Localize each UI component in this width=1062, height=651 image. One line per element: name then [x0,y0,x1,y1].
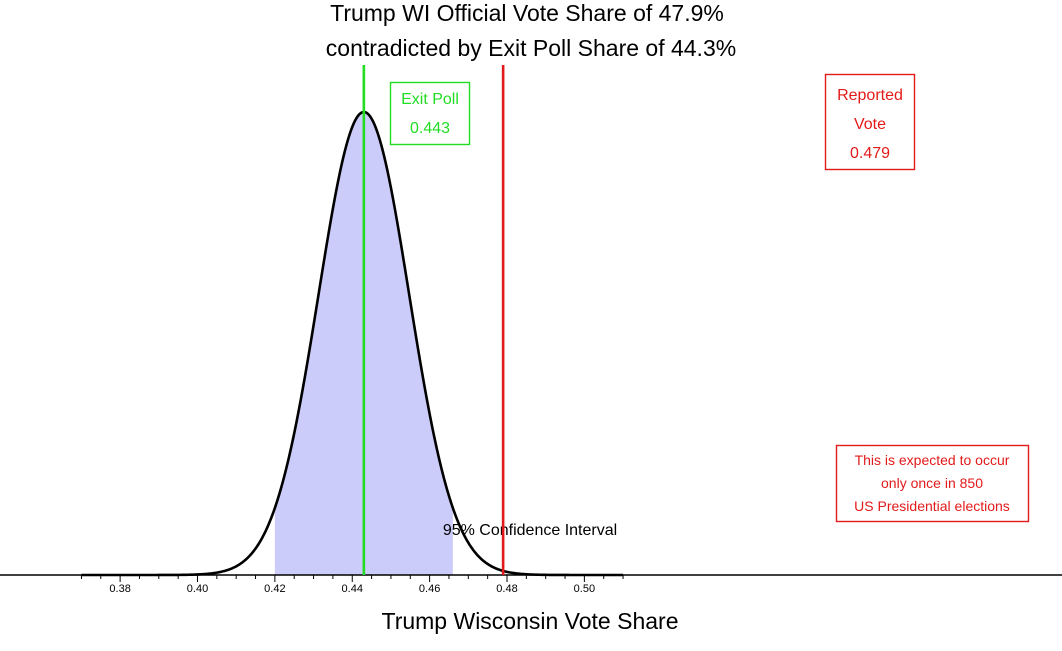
x-tick-label: 0.50 [574,583,595,595]
exit-poll-label: Exit Poll [401,91,459,108]
reported-vote-label: Vote [854,116,886,133]
reported-vote-box [824,73,916,171]
x-tick-label: 0.38 [109,583,130,595]
x-tick-label: 0.48 [496,583,517,595]
x-axis-label: Trump Wisconsin Vote Share [382,608,679,634]
exit-poll-box [389,81,471,146]
exit-poll-label: 0.443 [410,120,450,137]
reported-vote-label: 0.479 [850,145,890,162]
plot-area: 95% Confidence Interval 0.38 0.40 0.42 0.44 0… [0,65,1062,595]
probability-note-text: US Presidential elections [854,498,1010,514]
x-tick-label: 0.46 [419,583,440,595]
probability-note-text: only once in 850 [881,475,983,491]
probability-note-text: This is expected to occur [855,452,1010,468]
reported-vote-label: Reported [837,87,903,104]
x-tick-label: 0.44 [342,583,363,595]
x-tick-label: 0.40 [187,583,208,595]
x-tick-label: 0.42 [264,583,285,595]
chart-title-line-1: Trump WI Official Vote Share of 47.9% [330,0,724,26]
confidence-interval-label: 95% Confidence Interval [443,522,617,539]
probability-note-box [835,444,1030,523]
chart-title-line-2: contradicted by Exit Poll Share of 44.3% [326,35,736,61]
